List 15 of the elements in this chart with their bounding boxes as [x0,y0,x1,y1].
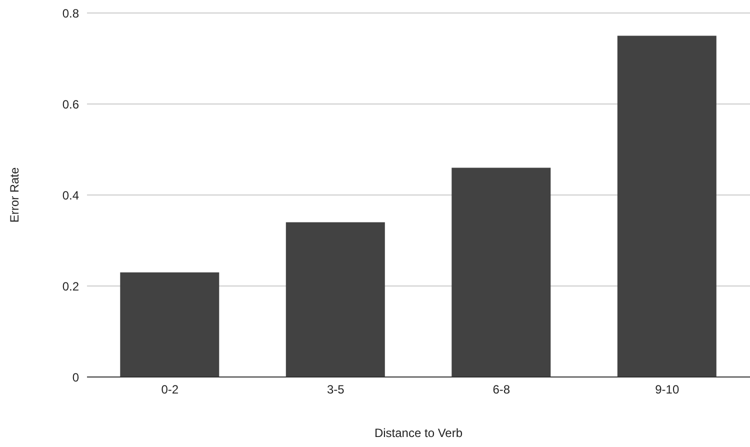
bar [286,222,385,377]
y-tick-label: 0.6 [62,97,80,112]
y-axis-title: Error Rate [7,167,22,223]
y-tick-label: 0.2 [62,279,80,294]
x-axis-title: Distance to Verb [374,426,463,440]
y-tick-label: 0.4 [62,188,80,202]
x-tick-label: 9-10 [655,382,680,397]
bar [120,272,220,377]
x-tick-label: 3-5 [326,382,345,397]
bar [617,36,716,377]
y-tick-label: 0 [72,370,80,384]
bar [452,168,551,377]
x-tick-label: 6-8 [492,382,510,397]
x-tick-label: 0-2 [161,382,179,397]
y-tick-label: 0.8 [62,6,80,20]
